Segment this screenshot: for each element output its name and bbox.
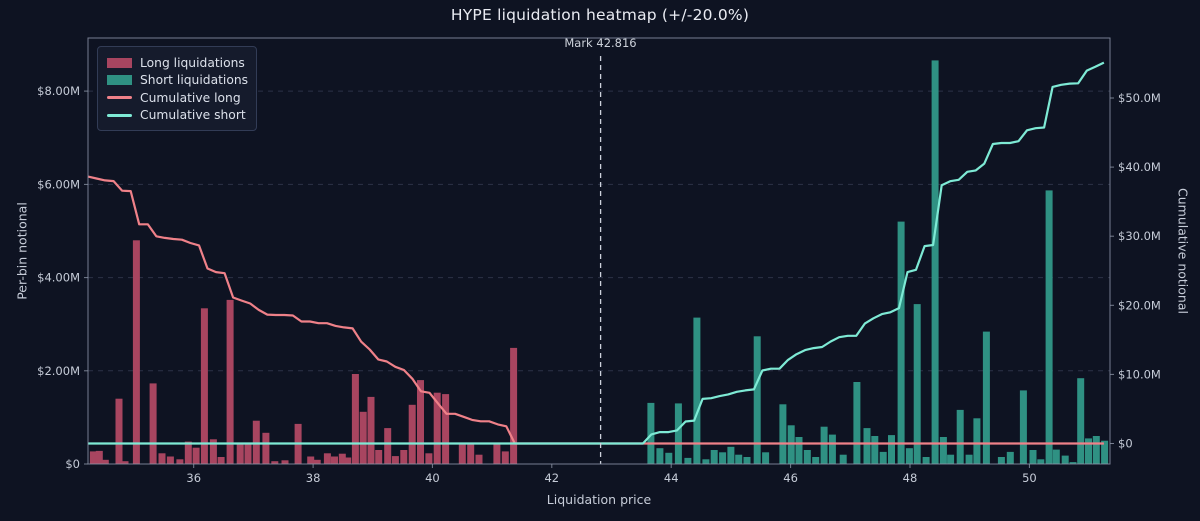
svg-text:42: 42 [544,471,559,485]
svg-text:$4.00M: $4.00M [37,271,80,285]
legend-item-label: Long liquidations [140,55,245,70]
legend-item-label: Cumulative long [140,90,241,105]
svg-text:50: 50 [1022,471,1037,485]
y-right-tick-labels: $0 $10.0M $20.0M $30.0M $40.0M $50.0M [1118,91,1161,451]
mark-price-label: Mark 42.816 [564,36,637,50]
short-liquidation-bars [647,60,1109,465]
svg-text:46: 46 [783,471,798,485]
legend-patch-swatch [107,75,132,86]
legend-line-swatch [107,96,132,100]
svg-text:44: 44 [664,471,679,485]
legend-item-cumulative-short: Cumulative short [107,107,246,125]
svg-text:$8.00M: $8.00M [37,84,80,98]
y-axis-right-label: Cumulative notional [1175,188,1191,314]
svg-text:$0: $0 [65,457,80,471]
legend-item-label: Cumulative short [140,108,246,123]
legend-patch-swatch [107,57,132,68]
svg-text:40: 40 [425,471,440,485]
cumulative-long-line [87,175,1104,445]
y-axis-left-label: Per-bin notional [14,202,30,300]
long-liquidation-bars [89,240,518,464]
legend-item-short-liquidations: Short liquidations [107,72,249,90]
svg-text:$40.0M: $40.0M [1118,160,1161,174]
legend-line-swatch [107,113,132,117]
svg-text:48: 48 [903,471,918,485]
legend-item-long-liquidations: Long liquidations [107,54,246,72]
chart-legend: Long liquidations Short liquidations Cumul… [97,46,257,131]
svg-text:38: 38 [306,471,321,485]
y-left-tick-labels: $0 $2.00M $4.00M $6.00M $8.00M [37,84,80,471]
svg-text:$50.0M: $50.0M [1118,91,1161,105]
svg-text:$20.0M: $20.0M [1118,298,1161,312]
svg-text:$30.0M: $30.0M [1118,229,1161,243]
svg-text:$0: $0 [1118,437,1133,451]
axis-ticks [84,90,1114,468]
chart-title: HYPE liquidation heatmap (+/-20.0%) [450,6,750,24]
legend-item-cumulative-long: Cumulative long [107,89,246,107]
svg-text:$6.00M: $6.00M [37,177,80,191]
x-tick-labels: 36 38 40 42 44 46 48 50 [186,471,1036,485]
svg-text:36: 36 [186,471,201,485]
plot-border [87,37,1111,465]
gridlines [88,90,1110,372]
cumulative-short-line [88,61,1105,445]
svg-text:$10.0M: $10.0M [1118,367,1161,381]
legend-item-label: Short liquidations [140,73,249,88]
x-axis-label: Liquidation price [546,492,652,507]
svg-text:$2.00M: $2.00M [37,364,80,378]
